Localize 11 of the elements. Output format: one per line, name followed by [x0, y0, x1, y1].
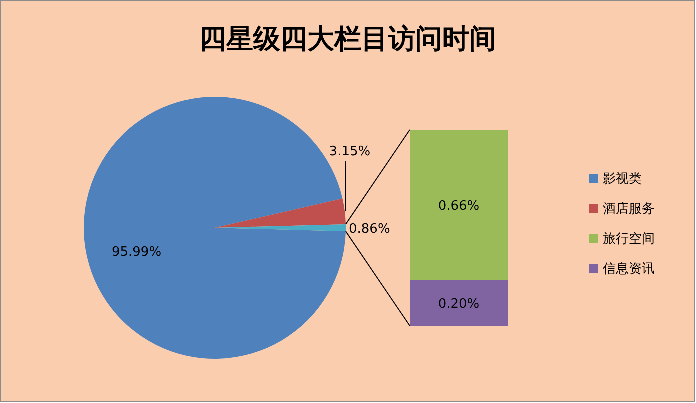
data-label: 0.20%: [438, 297, 480, 312]
chart-title: 四星级四大栏目访问时间: [200, 24, 496, 55]
data-label: 0.66%: [438, 199, 480, 214]
legend-label: 旅行空间: [603, 232, 655, 247]
pie-slice: [215, 198, 346, 228]
legend-label: 影视类: [603, 172, 642, 187]
data-label: 3.15%: [329, 144, 371, 160]
data-label: 95.99%: [112, 244, 162, 260]
legend-label: 信息资讯: [603, 262, 655, 277]
data-label: 0.86%: [349, 222, 390, 237]
legend-label: 酒店服务: [603, 201, 655, 217]
